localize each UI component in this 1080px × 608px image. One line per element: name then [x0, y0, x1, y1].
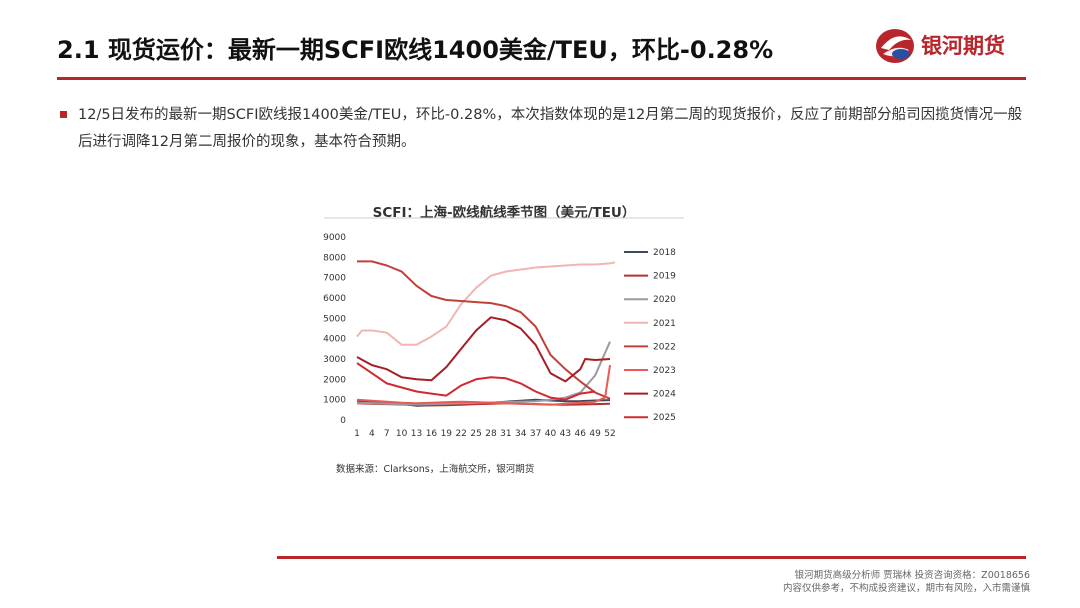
series-line-2023	[356, 364, 611, 406]
y-tick-label: 9000	[323, 233, 346, 243]
x-tick-label: 31	[500, 429, 511, 439]
series-line-2025	[356, 362, 596, 401]
brand-logo: 银河期货	[873, 24, 1033, 68]
x-tick-label: 10	[396, 429, 408, 439]
legend-label-2025: 2025	[653, 413, 676, 423]
x-tick-label: 25	[470, 429, 481, 439]
galaxy-logo-icon	[876, 29, 914, 63]
brand-name: 银河期货	[921, 34, 1005, 58]
series-line-2021	[356, 261, 616, 346]
page-title: 2.1 现货运价：最新一期SCFI欧线1400美金/TEU，环比-0.28%	[57, 36, 774, 64]
y-tick-label: 8000	[323, 253, 346, 263]
x-tick-label: 40	[545, 429, 557, 439]
legend-label-2024: 2024	[653, 390, 676, 400]
y-tick-label: 5000	[323, 314, 346, 324]
x-axis: 1 4 7 10 13 16 19 22 25 28 31 34 37 40 43 46 49 52	[354, 429, 616, 439]
footer-divider	[277, 556, 1026, 559]
x-tick-label: 37	[530, 429, 541, 439]
x-tick-label: 22	[455, 429, 466, 439]
x-tick-label: 49	[589, 429, 601, 439]
y-tick-label: 6000	[323, 294, 346, 304]
plot-area	[356, 260, 616, 407]
legend-label-2018: 2018	[653, 248, 676, 258]
y-tick-label: 0	[340, 416, 346, 426]
x-tick-label: 43	[560, 429, 571, 439]
series-line-2022	[357, 260, 611, 400]
y-tick-label: 3000	[323, 355, 346, 365]
summary-paragraph: 12/5日发布的最新一期SCFI欧线报1400美金/TEU，环比-0.28%，本…	[78, 107, 1023, 150]
bullet-square-icon	[60, 111, 67, 118]
y-tick-label: 2000	[323, 375, 346, 385]
data-source-note: 数据来源：Clarksons，上海航交所，银河期货	[336, 464, 535, 475]
legend-label-2023: 2023	[653, 366, 676, 376]
x-tick-label: 19	[441, 429, 453, 439]
x-tick-label: 13	[411, 429, 422, 439]
y-tick-label: 4000	[323, 335, 346, 345]
y-tick-label: 7000	[323, 274, 346, 284]
legend: 2018 2019 2020 2021 2022 2023 2024 2025	[624, 248, 676, 423]
x-tick-label: 52	[604, 429, 615, 439]
x-tick-label: 46	[575, 429, 587, 439]
x-tick-label: 1	[354, 429, 360, 439]
x-tick-label: 7	[384, 429, 390, 439]
legend-label-2021: 2021	[653, 319, 676, 329]
series-line-2024	[356, 316, 611, 383]
x-tick-label: 28	[485, 429, 497, 439]
chart-title: SCFI：上海-欧线航线季节图（美元/TEU）	[372, 205, 636, 221]
legend-label-2022: 2022	[653, 342, 676, 352]
legend-label-2019: 2019	[653, 272, 676, 282]
analyst-credit: 银河期货高级分析师 贾瑞林 投资咨询资格：Z0018656	[794, 570, 1030, 581]
y-tick-label: 1000	[323, 396, 346, 406]
y-axis: 0 1000 2000 3000 4000 5000 6000 7000 8000 9000	[323, 233, 346, 426]
x-tick-label: 4	[369, 429, 375, 439]
legend-label-2020: 2020	[653, 295, 676, 305]
disclaimer: 内容仅供参考，不构成投资建议，期市有风险，入市需谨慎	[782, 583, 1030, 594]
header-divider	[57, 77, 1026, 80]
x-tick-label: 34	[515, 429, 527, 439]
x-tick-label: 16	[426, 429, 438, 439]
